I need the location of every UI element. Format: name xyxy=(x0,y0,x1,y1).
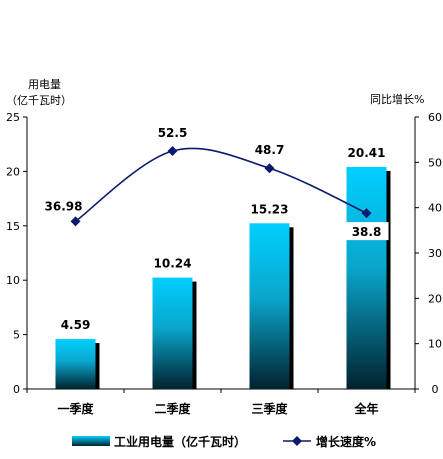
category-label: 一季度 xyxy=(57,401,94,416)
y-right-title: 同比增长% xyxy=(370,92,424,106)
line-data-label: 48.7 xyxy=(255,143,285,157)
bar-data-label: 10.24 xyxy=(154,257,192,271)
y-right-tick-label: 10 xyxy=(428,338,442,351)
line-data-label: 36.98 xyxy=(45,199,83,213)
category-label: 全年 xyxy=(353,401,378,416)
legend-line-label: 增长速度% xyxy=(316,434,376,449)
growth-line xyxy=(75,147,367,223)
line-label-box xyxy=(344,222,389,241)
category-label: 二季度 xyxy=(154,401,191,416)
x-ticks xyxy=(26,389,416,393)
line-marker xyxy=(264,163,275,174)
y-left-tick-label: 25 xyxy=(6,111,20,124)
category-labels: 一季度 二季度 三季度 全年 xyxy=(57,401,378,416)
line-marker xyxy=(70,216,81,227)
bar xyxy=(152,277,193,389)
bar-data-labels: 4.59 10.24 15.23 20.41 xyxy=(61,146,386,332)
legend-bar-label: 工业用电量（亿千瓦时） xyxy=(114,434,246,449)
y-left-tick-label: 20 xyxy=(6,165,20,178)
y-left-tick-label: 15 xyxy=(6,220,20,233)
y-right-tick-label: 40 xyxy=(428,202,442,215)
y-right-ticks: 0 10 20 30 40 50 60 xyxy=(415,111,442,396)
bar-data-label: 20.41 xyxy=(348,146,386,160)
y-left-title-line1: 用电量 xyxy=(28,78,61,91)
line-marker xyxy=(361,208,372,219)
y-right-tick-label: 20 xyxy=(428,292,442,305)
line-data-labels: 36.98 52.5 48.7 38.8 xyxy=(45,126,389,241)
y-right-tick-label: 30 xyxy=(428,247,442,260)
bar-data-label: 4.59 xyxy=(61,318,91,332)
bar-data-label: 15.23 xyxy=(251,202,289,216)
line-series xyxy=(70,146,372,227)
y-left-tick-label: 0 xyxy=(13,383,20,396)
y-left-tick-label: 10 xyxy=(6,274,20,287)
bar xyxy=(55,339,96,389)
y-right-tick-label: 60 xyxy=(428,111,442,124)
y-left-title-line2: （亿千瓦时） xyxy=(6,94,72,107)
category-label: 三季度 xyxy=(251,401,288,416)
bar xyxy=(346,166,387,389)
y-right-tick-label: 50 xyxy=(428,156,442,169)
bar-series xyxy=(55,166,391,389)
legend: 工业用电量（亿千瓦时） 增长速度% xyxy=(72,434,376,449)
line-data-label: 38.8 xyxy=(352,225,382,239)
bar xyxy=(249,223,290,389)
y-left-ticks: 0 5 10 15 20 25 xyxy=(6,111,27,396)
line-marker xyxy=(167,146,178,156)
y-right-tick-label: 0 xyxy=(432,383,439,396)
legend-line-marker xyxy=(292,436,302,446)
line-data-label: 52.5 xyxy=(158,126,188,140)
y-left-tick-label: 5 xyxy=(13,329,20,342)
legend-bar-swatch xyxy=(72,436,110,446)
